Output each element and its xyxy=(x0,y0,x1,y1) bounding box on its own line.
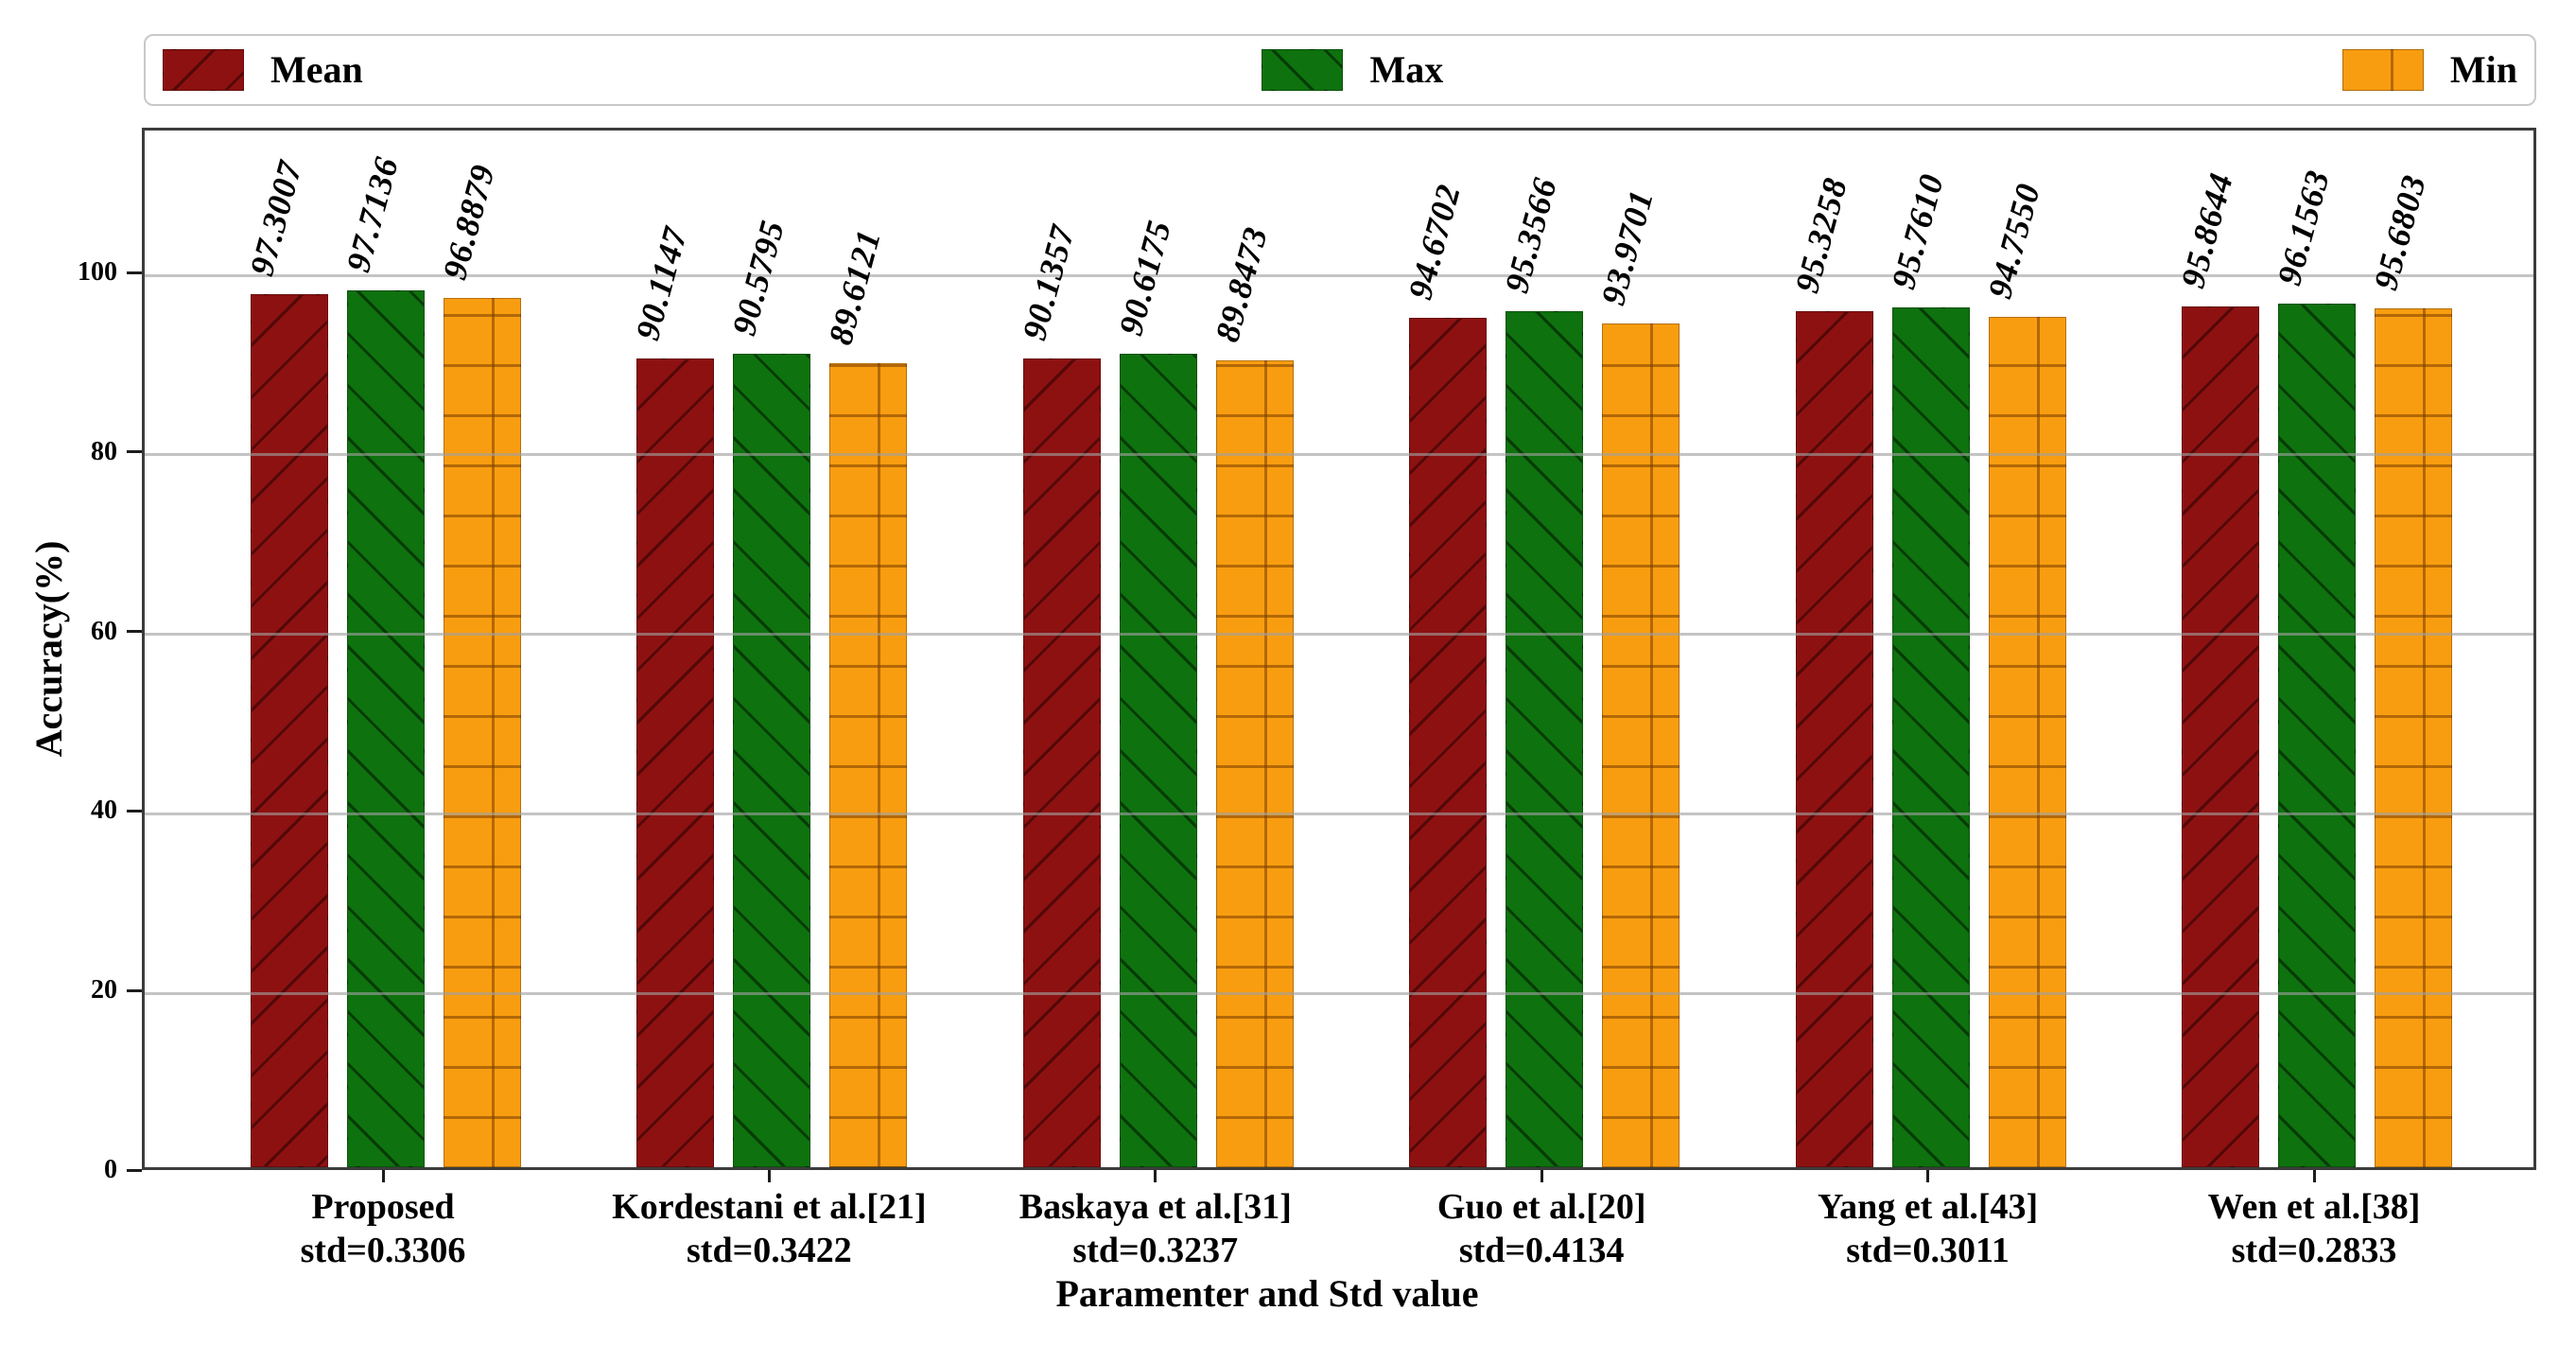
x-tick xyxy=(767,1170,771,1182)
category-name: Yang et al.[43] xyxy=(1817,1187,2039,1227)
legend-swatch-icon xyxy=(1262,49,1344,91)
bar-mean-4 xyxy=(1409,317,1488,1167)
x-tick xyxy=(1154,1170,1157,1182)
bar-mean-2 xyxy=(636,358,715,1167)
category-std: std=0.2833 xyxy=(2231,1231,2397,1270)
category-name: Guo et al.[20] xyxy=(1436,1187,1646,1227)
chart-legend: Mean Max Min xyxy=(144,34,2536,106)
legend-entry-min: Min xyxy=(2341,48,2517,91)
bar-mean-6 xyxy=(2182,306,2259,1167)
bar-value-label: 90.6175 xyxy=(1111,216,1178,340)
bar-min-3 xyxy=(1215,360,1294,1167)
bar-value-label: 90.1357 xyxy=(1015,220,1082,344)
bar-min-6 xyxy=(2375,308,2452,1167)
gridline xyxy=(145,991,2533,995)
category-std: std=0.3011 xyxy=(1846,1231,2010,1270)
category-name: Kordestani et al.[21] xyxy=(612,1187,927,1227)
bar-min-2 xyxy=(829,362,908,1167)
bar-max-3 xyxy=(1119,354,1197,1167)
gridline xyxy=(145,453,2533,457)
bar-value-label: 95.3566 xyxy=(1497,173,1565,297)
category-label: Proposed std=0.3306 xyxy=(137,1185,629,1272)
x-axis-title: Paramenter and Std value xyxy=(1055,1272,1479,1315)
bar-value-label: 89.6121 xyxy=(821,224,889,349)
y-tick xyxy=(127,988,142,992)
bar-value-label: 94.7550 xyxy=(1979,179,2047,303)
bar-max-6 xyxy=(2278,304,2356,1167)
legend-entry-max: Max xyxy=(1262,49,1443,91)
y-tick xyxy=(127,271,142,274)
bar-max-2 xyxy=(733,354,811,1167)
plot-area: 97.3007 90.1147 90.1357 94.6702 95.3258 95.86… xyxy=(142,128,2536,1170)
y-tick-label: 80 xyxy=(91,436,117,466)
y-tick-label: 0 xyxy=(104,1155,117,1184)
y-tick xyxy=(127,1168,142,1172)
y-axis-title: Accuracy(%) xyxy=(27,540,70,758)
bar-mean-1 xyxy=(251,293,328,1167)
y-tick-label: 20 xyxy=(91,975,117,1005)
category-name: Proposed xyxy=(311,1187,455,1227)
category-label: Guo et al.[20] std=0.4134 xyxy=(1296,1185,1787,1272)
bar-min-5 xyxy=(1988,316,2066,1167)
legend-entry-mean: Mean xyxy=(163,49,363,91)
gridline xyxy=(145,812,2533,815)
y-tick-label: 100 xyxy=(78,257,117,287)
y-tick xyxy=(127,450,142,454)
category-label: Yang et al.[43] std=0.3011 xyxy=(1682,1185,2174,1272)
bar-max-4 xyxy=(1506,311,1584,1167)
bar-min-4 xyxy=(1602,323,1680,1167)
category-std: std=0.3237 xyxy=(1072,1231,1239,1270)
bar-value-label: 93.9701 xyxy=(1593,185,1662,309)
legend-swatch-icon xyxy=(2341,49,2424,91)
legend-label: Min xyxy=(2449,48,2517,91)
category-name: Wen et al.[38] xyxy=(2207,1187,2421,1227)
legend-label: Mean xyxy=(270,48,363,91)
bar-mean-3 xyxy=(1022,358,1101,1167)
x-tick xyxy=(1540,1170,1543,1182)
bar-value-label: 89.8473 xyxy=(1208,222,1275,346)
gridline xyxy=(145,273,2533,277)
gridline xyxy=(145,633,2533,637)
bar-max-5 xyxy=(1891,307,1970,1167)
legend-label: Max xyxy=(1369,48,1444,91)
category-label: Kordestani et al.[21] std=0.3422 xyxy=(523,1185,1015,1272)
category-label: Baskaya et al.[31] std=0.3237 xyxy=(910,1185,1401,1272)
y-tick xyxy=(127,809,142,813)
bar-value-label: 97.3007 xyxy=(242,156,310,280)
y-tick xyxy=(127,630,142,634)
x-tick xyxy=(1926,1170,1930,1182)
x-tick xyxy=(381,1170,385,1182)
bar-value-label: 90.5795 xyxy=(724,216,792,340)
category-label: Wen et al.[38] std=0.2833 xyxy=(2068,1185,2560,1272)
bar-max-1 xyxy=(347,289,425,1167)
y-tick-label: 40 xyxy=(91,795,117,826)
bar-value-label: 90.1147 xyxy=(628,222,695,344)
bar-value-label: 97.7136 xyxy=(339,152,407,276)
bar-value-label: 94.6702 xyxy=(1401,179,1469,304)
legend-swatch-icon xyxy=(163,49,244,91)
bar-min-1 xyxy=(444,297,521,1167)
category-std: std=0.3306 xyxy=(300,1231,466,1270)
category-name: Baskaya et al.[31] xyxy=(1018,1187,1292,1227)
category-std: std=0.3422 xyxy=(687,1231,852,1270)
bar-value-label: 96.8879 xyxy=(435,159,503,284)
y-tick-label: 60 xyxy=(91,616,117,646)
bar-mean-5 xyxy=(1795,311,1873,1167)
category-std: std=0.4134 xyxy=(1458,1231,1625,1270)
bar-value-label: 96.1563 xyxy=(2270,166,2338,290)
x-tick xyxy=(2312,1170,2316,1182)
bar-value-label: 95.3258 xyxy=(1786,173,1854,297)
